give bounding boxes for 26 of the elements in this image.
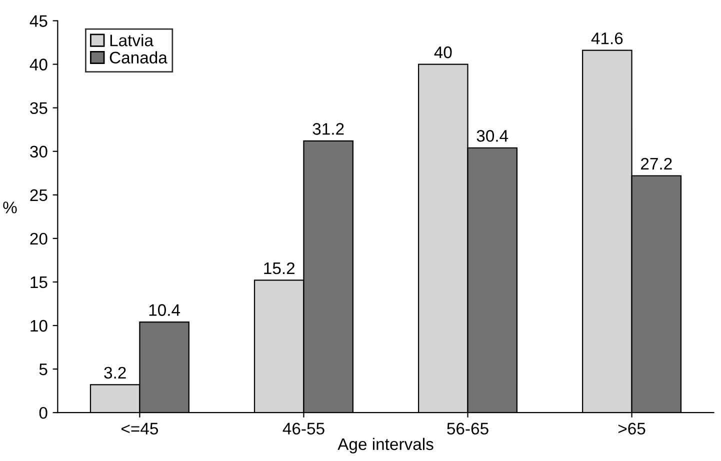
- data-label: 27.2: [641, 158, 672, 170]
- y-tick-label: 5: [39, 364, 48, 376]
- y-tick-label: 30: [30, 146, 48, 158]
- x-tick-label: <=45: [122, 422, 158, 435]
- legend-label: Canada: [110, 51, 168, 64]
- data-label: 31.2: [312, 123, 344, 135]
- x-axis-title: Age intervals: [338, 438, 434, 454]
- data-label: 40: [434, 46, 452, 58]
- y-tick-label: 15: [30, 276, 48, 288]
- x-tick-label: 56-65: [447, 422, 488, 435]
- data-label: 10.4: [149, 304, 180, 316]
- y-tick-label: 40: [30, 58, 48, 70]
- x-tick-label: 46-55: [282, 422, 324, 435]
- y-tick-label: 25: [30, 189, 48, 202]
- x-tick-label: >65: [618, 422, 646, 435]
- data-label: 30.4: [476, 130, 508, 142]
- y-tick-label: 35: [30, 102, 48, 114]
- y-axis-title: %: [3, 202, 17, 214]
- y-tick-label: 10: [30, 320, 48, 332]
- data-label: 3.2: [104, 366, 126, 379]
- data-label: 15.2: [264, 262, 294, 274]
- y-tick-label: 45: [30, 15, 48, 27]
- legend-label: Latvia: [110, 34, 154, 46]
- data-label: 41.6: [591, 32, 623, 44]
- y-tick-label: 0: [39, 406, 48, 419]
- y-tick-label: 20: [30, 232, 48, 245]
